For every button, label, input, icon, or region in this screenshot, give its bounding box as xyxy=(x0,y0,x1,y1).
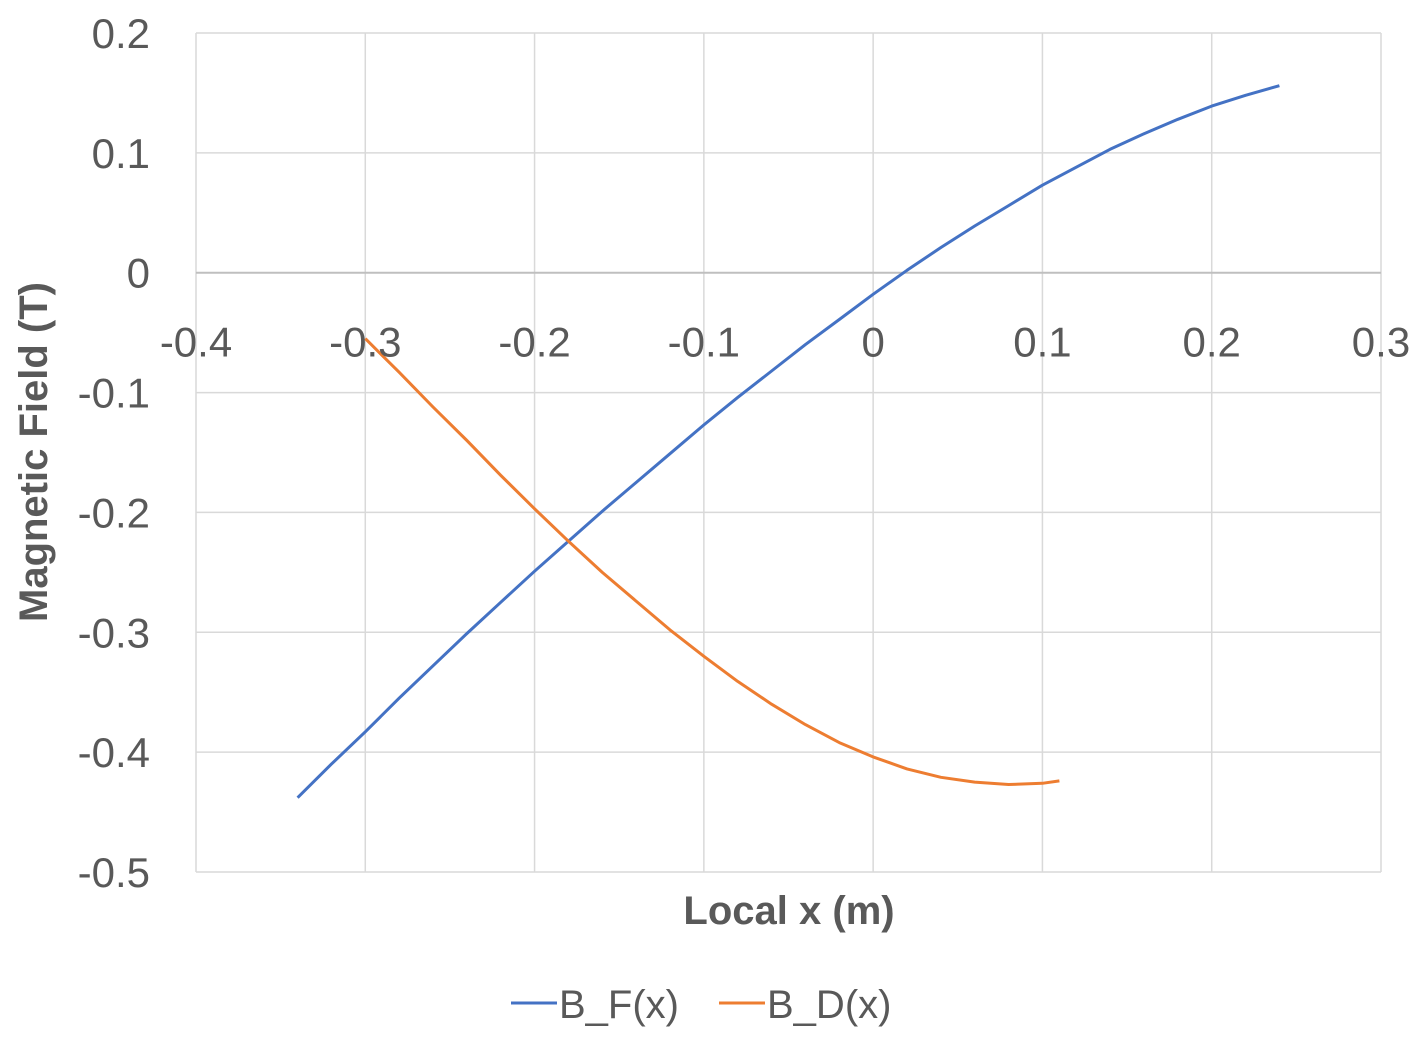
legend-label-bf: B_F(x) xyxy=(559,983,679,1027)
legend-label-bd: B_D(x) xyxy=(767,983,891,1027)
series-layer xyxy=(296,84,1280,799)
x-tick-label: 0.2 xyxy=(1183,319,1241,366)
y-tick-label: 0.2 xyxy=(92,10,150,57)
legend: B_F(x) B_D(x) xyxy=(511,983,891,1027)
series-line-bf xyxy=(296,84,1280,799)
x-tick-label: 0 xyxy=(861,319,884,366)
y-tick-label: -0.2 xyxy=(78,489,150,536)
x-tick-label: 0.3 xyxy=(1352,319,1410,366)
x-tick-label: -0.4 xyxy=(160,319,232,366)
y-tick-label: -0.1 xyxy=(78,370,150,417)
y-tick-label: 0 xyxy=(127,250,150,297)
x-tick-label: 0.1 xyxy=(1013,319,1071,366)
y-tick-label: -0.3 xyxy=(78,609,150,656)
x-tick-label: -0.2 xyxy=(498,319,570,366)
tick-labels: -0.4 -0.3 -0.2 -0.1 0 0.1 0.2 0.30.20.10-0.1-0.… xyxy=(78,10,1411,896)
y-tick-label: 0.1 xyxy=(92,130,150,177)
y-tick-label: -0.5 xyxy=(78,849,150,896)
x-tick-label: -0.3 xyxy=(329,319,401,366)
series-line-bd xyxy=(364,337,1060,786)
x-tick-label: -0.1 xyxy=(668,319,740,366)
y-axis-title: Magnetic Field (T) xyxy=(12,282,56,622)
y-tick-label: -0.4 xyxy=(78,729,150,776)
x-axis-title: Local x (m) xyxy=(683,889,894,933)
gridlines xyxy=(195,32,1382,873)
